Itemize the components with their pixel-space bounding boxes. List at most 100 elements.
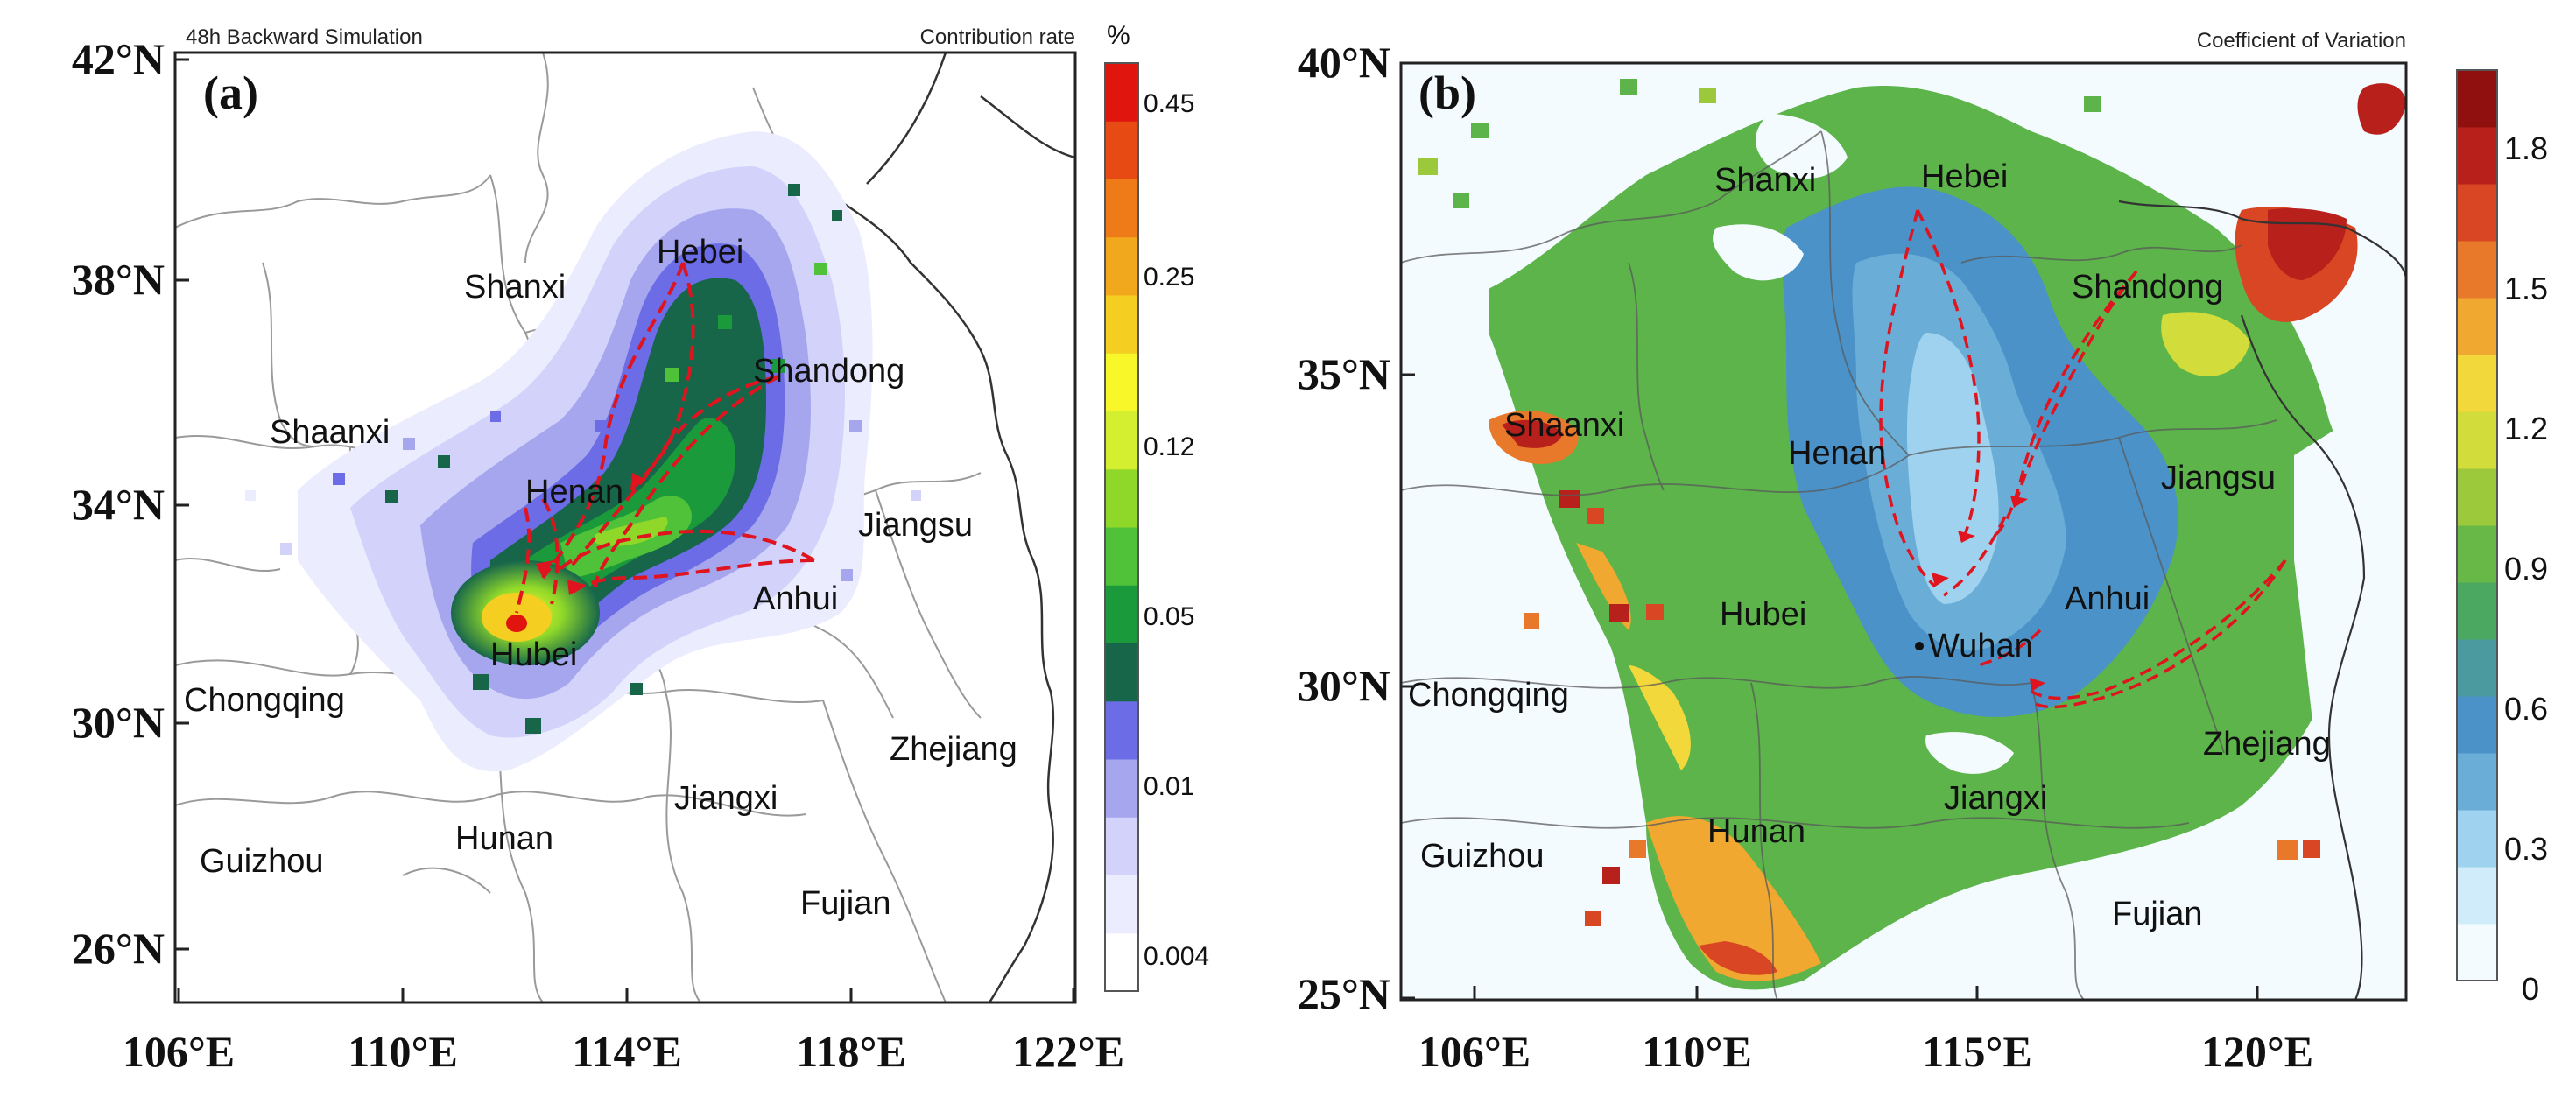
- label-b-hubei: Hubei: [1720, 596, 1806, 633]
- wuhan-marker: [1915, 642, 1924, 650]
- cb-b-swatch: [2457, 468, 2497, 526]
- panel-b-trajectories: [1879, 209, 2287, 709]
- cb-b-tick-0-9: 0.9: [2504, 551, 2548, 587]
- panel-b-map: Shanxi Hebei Shandong Shaanxi Henan Jian…: [1401, 63, 2406, 1000]
- cb-a-swatch: [1105, 353, 1138, 411]
- panel-b-scattered-cells: [1418, 79, 2320, 926]
- cb-b-tick-0: 0: [2522, 971, 2539, 1007]
- label-b-anhui: Anhui: [2065, 580, 2150, 617]
- label-fujian: Fujian: [800, 885, 891, 922]
- panel-b-header-right: Coefficient of Variation: [2197, 29, 2406, 53]
- panel-a-colorbar-unit: %: [1107, 21, 1130, 50]
- cb-b-swatch: [2457, 582, 2497, 640]
- label-shaanxi: Shaanxi: [270, 414, 390, 451]
- label-b-fujian: Fujian: [2112, 896, 2203, 932]
- panel-a-coastline: [840, 200, 1055, 1002]
- panel-a-ylabel-42: 42°N: [72, 34, 165, 83]
- cb-a-swatch: [1105, 236, 1138, 296]
- label-b-guizhou: Guizhou: [1420, 838, 1545, 875]
- panel-a-xlabel-114: 114°E: [572, 1027, 682, 1076]
- label-guizhou: Guizhou: [200, 843, 324, 880]
- label-b-shandong: Shandong: [2072, 269, 2223, 306]
- label-jiangxi: Jiangxi: [674, 780, 778, 817]
- label-b-hebei: Hebei: [1921, 158, 2008, 195]
- label-hebei: Hebei: [657, 234, 743, 271]
- label-b-hunan: Hunan: [1707, 813, 1805, 850]
- cb-a-tick-005: 0.05: [1144, 602, 1194, 631]
- label-shanxi: Shanxi: [464, 269, 566, 306]
- panel-a-arrowheads: [536, 473, 646, 595]
- cb-a-swatch: [1105, 585, 1138, 643]
- cb-a-tick-045: 0.45: [1144, 89, 1194, 118]
- panel-a-map: Hebei Shanxi Shandong Shaanxi Henan Jian…: [175, 53, 1075, 1002]
- cb-b-swatch: [2457, 298, 2497, 355]
- cb-a-swatch: [1105, 700, 1138, 760]
- cb-b-swatch: [2457, 70, 2497, 128]
- cb-b-swatch: [2457, 411, 2497, 469]
- label-b-jiangsu: Jiangsu: [2161, 460, 2276, 496]
- panel-a-ylabel-38: 38°N: [72, 255, 165, 304]
- label-b-wuhan: Wuhan: [1928, 628, 2033, 664]
- cb-b-swatch: [2457, 924, 2497, 981]
- cb-a-swatch: [1105, 527, 1138, 586]
- panel-b-ylabel-25: 25°N: [1298, 969, 1390, 1018]
- label-b-chongqing: Chongqing: [1408, 677, 1569, 714]
- panel-a-colorbar: [1104, 62, 1139, 992]
- cb-b-swatch: [2457, 696, 2497, 754]
- panel-b-xlabel-106: 106°E: [1418, 1027, 1531, 1076]
- cb-a-swatch: [1105, 468, 1138, 528]
- panel-a-ylabel-26: 26°N: [72, 924, 165, 973]
- cb-b-swatch: [2457, 241, 2497, 299]
- panel-b-arrowheads: [1932, 496, 2045, 692]
- cb-b-tick-1-8: 1.8: [2504, 130, 2548, 166]
- panel-a: 48h Backward Simulation Contribution rat…: [72, 21, 1209, 1076]
- cb-b-tick-0-3: 0.3: [2504, 831, 2548, 867]
- panel-a-xlabel-106: 106°E: [123, 1027, 235, 1076]
- panel-b-ylabel-30: 30°N: [1298, 661, 1390, 710]
- cb-b-swatch: [2457, 810, 2497, 868]
- panel-b-xlabel-115: 115°E: [1922, 1027, 2032, 1076]
- cb-b-swatch: [2457, 525, 2497, 583]
- cb-a-swatch: [1105, 759, 1138, 818]
- cb-a-tick-0004: 0.004: [1144, 942, 1209, 971]
- panel-b-frame: [1399, 61, 2408, 1002]
- panel-a-scattered-cells: [245, 184, 921, 734]
- cb-a-swatch: [1105, 411, 1138, 470]
- panel-a-xlabel-110: 110°E: [348, 1027, 458, 1076]
- panel-b: Coefficient of Variation: [1298, 29, 2548, 1076]
- label-jiangsu: Jiangsu: [858, 507, 973, 544]
- panel-a-ticks: [175, 58, 1075, 1002]
- cb-a-swatch: [1105, 295, 1138, 354]
- panel-b-boundaries: [1401, 130, 2277, 1000]
- panel-a-xlabel-118: 118°E: [796, 1027, 906, 1076]
- label-b-zhejiang: Zhejiang: [2203, 726, 2331, 763]
- cb-b-swatch: [2457, 355, 2497, 412]
- cb-a-swatch: [1105, 643, 1138, 702]
- cb-a-swatch: [1105, 817, 1138, 875]
- label-hunan: Hunan: [455, 820, 553, 857]
- label-shandong: Shandong: [753, 353, 904, 390]
- cb-a-swatch: [1105, 121, 1138, 179]
- cb-a-swatch: [1105, 875, 1138, 934]
- panel-a-xlabel-122: 122°E: [1012, 1027, 1124, 1076]
- cb-b-swatch: [2457, 753, 2497, 811]
- label-henan: Henan: [525, 474, 623, 510]
- cb-a-tick-025: 0.25: [1144, 263, 1194, 292]
- cb-a-tick-001: 0.01: [1144, 772, 1194, 801]
- label-chongqing: Chongqing: [184, 682, 345, 719]
- cb-a-swatch: [1105, 179, 1138, 238]
- label-b-henan: Henan: [1788, 435, 1886, 472]
- cb-b-tick-1-5: 1.5: [2504, 271, 2548, 306]
- label-b-shaanxi: Shaanxi: [1504, 407, 1624, 444]
- label-b-shanxi: Shanxi: [1714, 162, 1816, 199]
- panel-b-ticks: [1401, 61, 2259, 1000]
- panel-b-ylabel-35: 35°N: [1298, 349, 1390, 398]
- panel-b-colorbar: [2456, 69, 2498, 981]
- cb-b-swatch: [2457, 639, 2497, 697]
- panel-b-coastline: [2118, 200, 2406, 1000]
- panel-a-trajectories: [515, 262, 815, 614]
- panel-a-header-left: 48h Backward Simulation: [186, 25, 423, 49]
- panel-a-tag: (a): [203, 67, 258, 119]
- cb-a-tick-012: 0.12: [1144, 432, 1194, 461]
